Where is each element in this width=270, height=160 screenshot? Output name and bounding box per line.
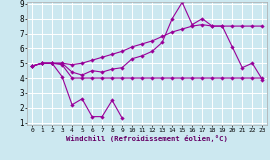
X-axis label: Windchill (Refroidissement éolien,°C): Windchill (Refroidissement éolien,°C) [66,135,228,142]
